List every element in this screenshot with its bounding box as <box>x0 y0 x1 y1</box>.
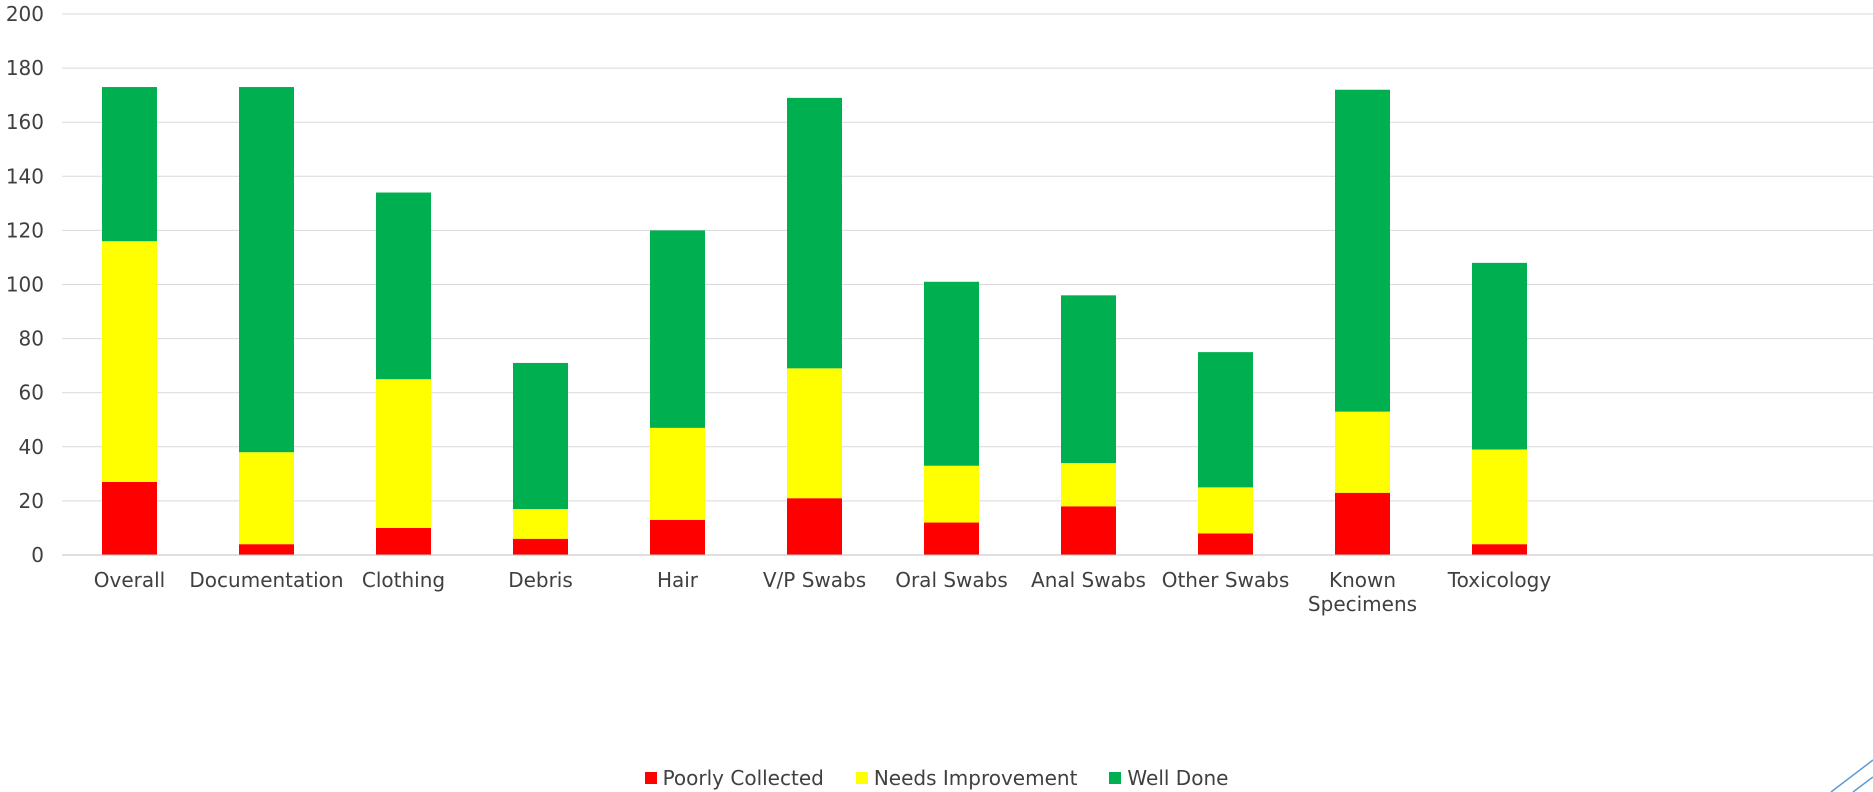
x-tick-label: V/P Swabs <box>763 568 866 592</box>
bar-segment-needs-improvement <box>1472 449 1527 545</box>
y-tick-label: 0 <box>31 543 44 567</box>
bar-segment-needs-improvement <box>1198 487 1253 534</box>
x-tick-label: Overall <box>94 568 165 592</box>
bar-segment-well-done <box>924 281 979 466</box>
bar-segment-well-done <box>1061 295 1116 464</box>
x-tick-label: Documentation <box>189 568 343 592</box>
legend-entry: Poorly Collected <box>644 766 824 790</box>
x-tick-label: Toxicology <box>1447 568 1552 592</box>
y-tick-label: 20 <box>19 489 44 513</box>
x-tick-label: Clothing <box>362 568 445 592</box>
legend-label: Well Done <box>1127 766 1229 790</box>
bar-segment-poorly-collected <box>1472 544 1527 555</box>
bar-segment-well-done <box>1472 262 1527 450</box>
y-tick-label: 200 <box>6 2 44 26</box>
bar-segment-needs-improvement <box>513 509 568 539</box>
legend-entry: Needs Improvement <box>855 766 1078 790</box>
bar-segment-poorly-collected <box>376 527 431 555</box>
bar-segment-well-done <box>102 87 157 242</box>
bar-segment-well-done <box>1198 352 1253 488</box>
x-tick-label: Specimens <box>1308 592 1417 616</box>
bar-segment-needs-improvement <box>239 452 294 545</box>
y-tick-label: 80 <box>19 327 44 351</box>
y-tick-label: 140 <box>6 164 44 188</box>
bar-segment-poorly-collected <box>650 519 705 555</box>
x-tick-label: Hair <box>657 568 699 592</box>
bar-segment-poorly-collected <box>239 544 294 555</box>
bar-segment-needs-improvement <box>102 241 157 482</box>
legend-label: Poorly Collected <box>662 766 824 790</box>
y-tick-label: 40 <box>19 435 44 459</box>
y-tick-label: 60 <box>19 381 44 405</box>
x-tick-label: Known <box>1329 568 1396 592</box>
legend-label: Needs Improvement <box>873 766 1078 790</box>
legend: Poorly Collected Needs Improvement Well Do… <box>0 764 1873 792</box>
bar-segment-well-done <box>513 362 568 510</box>
bar-segment-poorly-collected <box>787 498 842 555</box>
x-tick-label: Other Swabs <box>1162 568 1290 592</box>
bar-segment-poorly-collected <box>102 481 157 555</box>
bar-segment-well-done <box>1335 89 1390 412</box>
legend-swatch <box>1109 772 1122 784</box>
bar-segment-well-done <box>650 230 705 428</box>
y-tick-label: 120 <box>6 218 44 242</box>
bar-segment-poorly-collected <box>1198 533 1253 555</box>
corner-decoration <box>1830 759 1873 792</box>
bar-segment-poorly-collected <box>1061 506 1116 555</box>
bar-segment-needs-improvement <box>787 368 842 499</box>
bar-segment-needs-improvement <box>650 427 705 520</box>
stacked-bar-chart: 0 20 40 60 80 100 120 140 160 180 200 Overall Docume… <box>6 2 1873 616</box>
bar-segment-poorly-collected <box>924 522 979 555</box>
bar-segment-poorly-collected <box>513 538 568 555</box>
bar-segment-needs-improvement <box>376 379 431 528</box>
x-tick-label: Oral Swabs <box>895 568 1008 592</box>
legend-swatch <box>855 772 868 784</box>
bar-segment-needs-improvement <box>924 465 979 523</box>
bar-segment-needs-improvement <box>1061 463 1116 507</box>
y-tick-label: 100 <box>6 273 44 297</box>
bar-segment-needs-improvement <box>1335 411 1390 493</box>
bar-segment-well-done <box>376 192 431 380</box>
y-tick-label: 160 <box>6 110 44 134</box>
bar-segment-poorly-collected <box>1335 492 1390 555</box>
legend-swatch <box>644 772 657 784</box>
x-tick-label: Debris <box>508 568 573 592</box>
bar-segment-well-done <box>787 97 842 369</box>
bar-segment-well-done <box>239 87 294 453</box>
x-tick-label: Anal Swabs <box>1031 568 1146 592</box>
y-tick-label: 180 <box>6 56 44 80</box>
legend-entry: Well Done <box>1109 766 1228 790</box>
